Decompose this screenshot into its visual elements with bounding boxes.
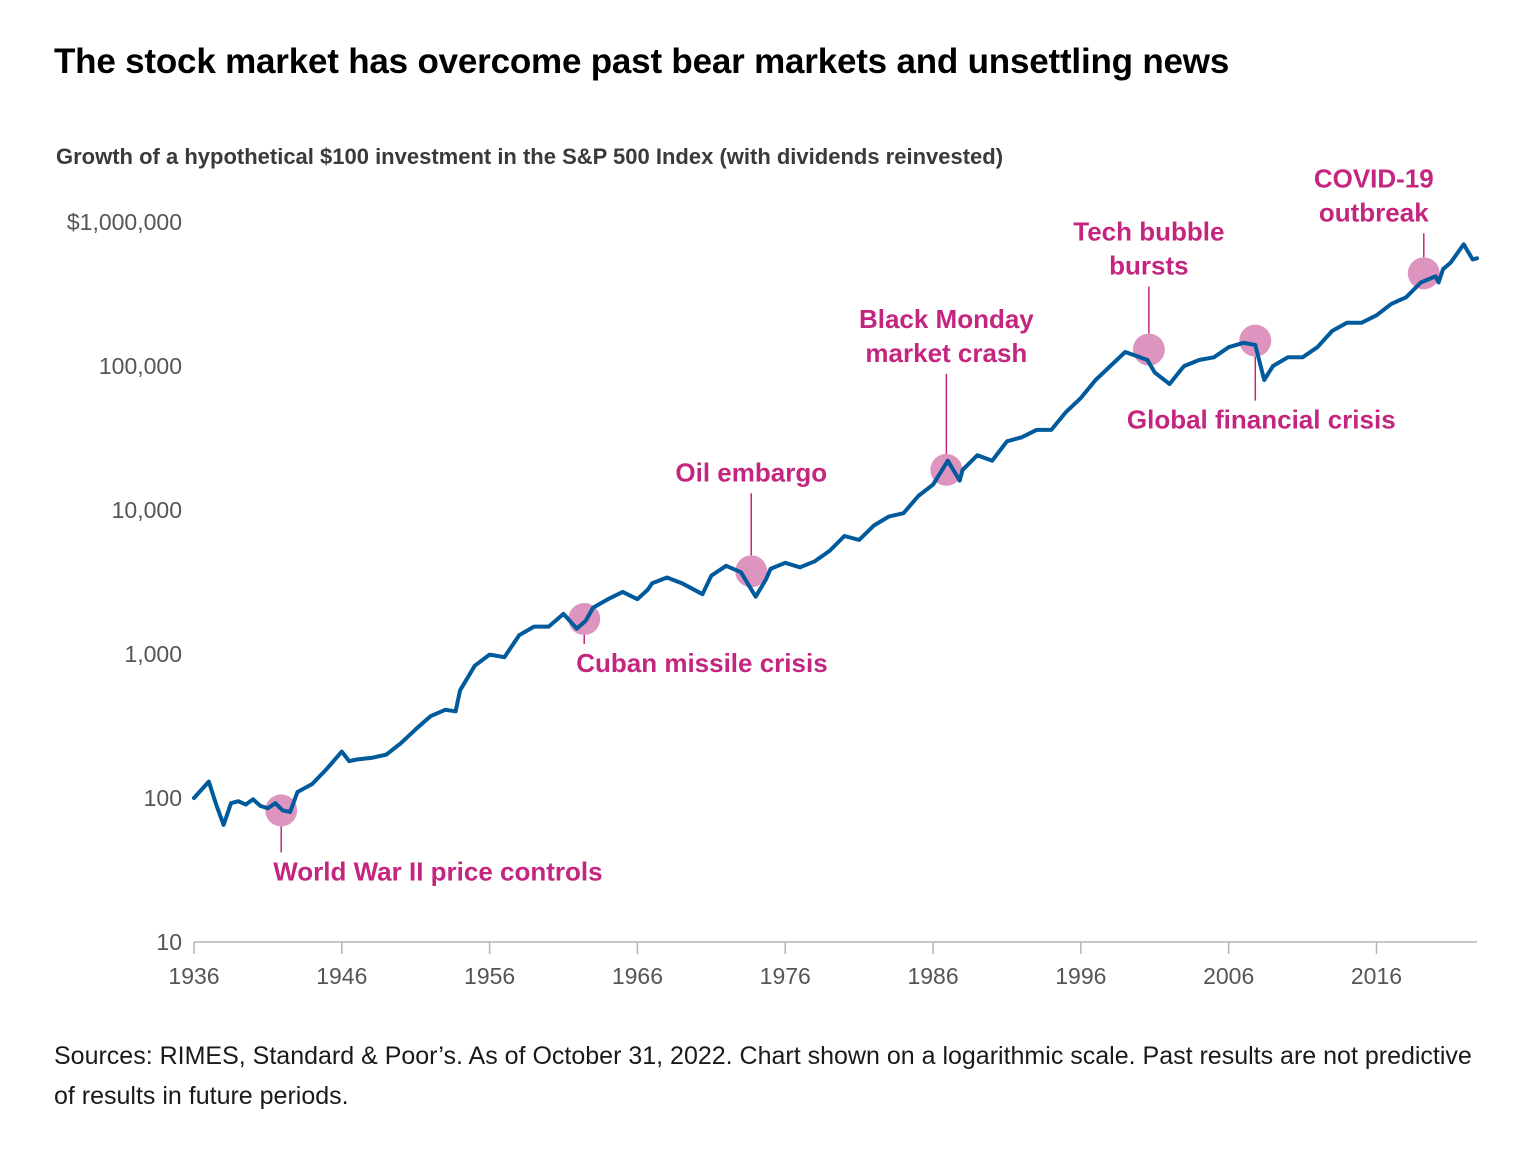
event-markers [265, 257, 1440, 827]
series [192, 242, 1479, 827]
y-tick-label: 1,000 [124, 641, 182, 667]
y-tick-label: $1,000,000 [67, 209, 182, 235]
x-tick-label: 2006 [1203, 963, 1254, 989]
y-tick-label: 10 [156, 929, 182, 955]
chart-subtitle: Growth of a hypothetical $100 investment… [56, 144, 1004, 169]
annotation-label: market crash [865, 338, 1027, 368]
line-chart: 1936 1946 1956 1966 1976 1986 1996 2006 2016 10 10… [67, 163, 1479, 989]
x-tick-label: 2016 [1351, 963, 1402, 989]
annotations: World War II price controls Cuban missile… [273, 163, 1434, 886]
chart-title: The stock market has overcome past bear … [54, 42, 1230, 81]
annotation-label: Oil embargo [675, 457, 827, 487]
x-tick-label: 1956 [464, 963, 515, 989]
annotation-label: Cuban missile crisis [576, 648, 827, 678]
x-tick-label: 1936 [168, 963, 219, 989]
event-marker [1407, 257, 1440, 290]
series-line [192, 242, 1479, 827]
y-tick-label: 10,000 [112, 497, 182, 523]
x-tick-label: 1946 [316, 963, 367, 989]
annotation-label: Tech bubble [1073, 217, 1224, 247]
annotation-label: COVID-19 [1314, 163, 1434, 193]
y-tick-label: 100,000 [99, 353, 182, 379]
annotation-label: World War II price controls [273, 856, 602, 886]
y-tick-label: 100 [144, 785, 182, 811]
annotation-label: outbreak [1319, 197, 1429, 227]
annotation-label: Black Monday [859, 304, 1034, 334]
axes: 1936 1946 1956 1966 1976 1986 1996 2006 2016 10 10… [67, 209, 1477, 989]
event-marker [1239, 324, 1272, 357]
x-tick-label: 1966 [612, 963, 663, 989]
annotation-label: Global financial crisis [1127, 405, 1396, 435]
x-tick-label: 1986 [907, 963, 958, 989]
annotation-label: bursts [1109, 251, 1188, 281]
x-tick-label: 1976 [760, 963, 811, 989]
source-footnote: Sources: RIMES, Standard & Poor’s. As of… [54, 1042, 1472, 1110]
x-tick-label: 1996 [1055, 963, 1106, 989]
